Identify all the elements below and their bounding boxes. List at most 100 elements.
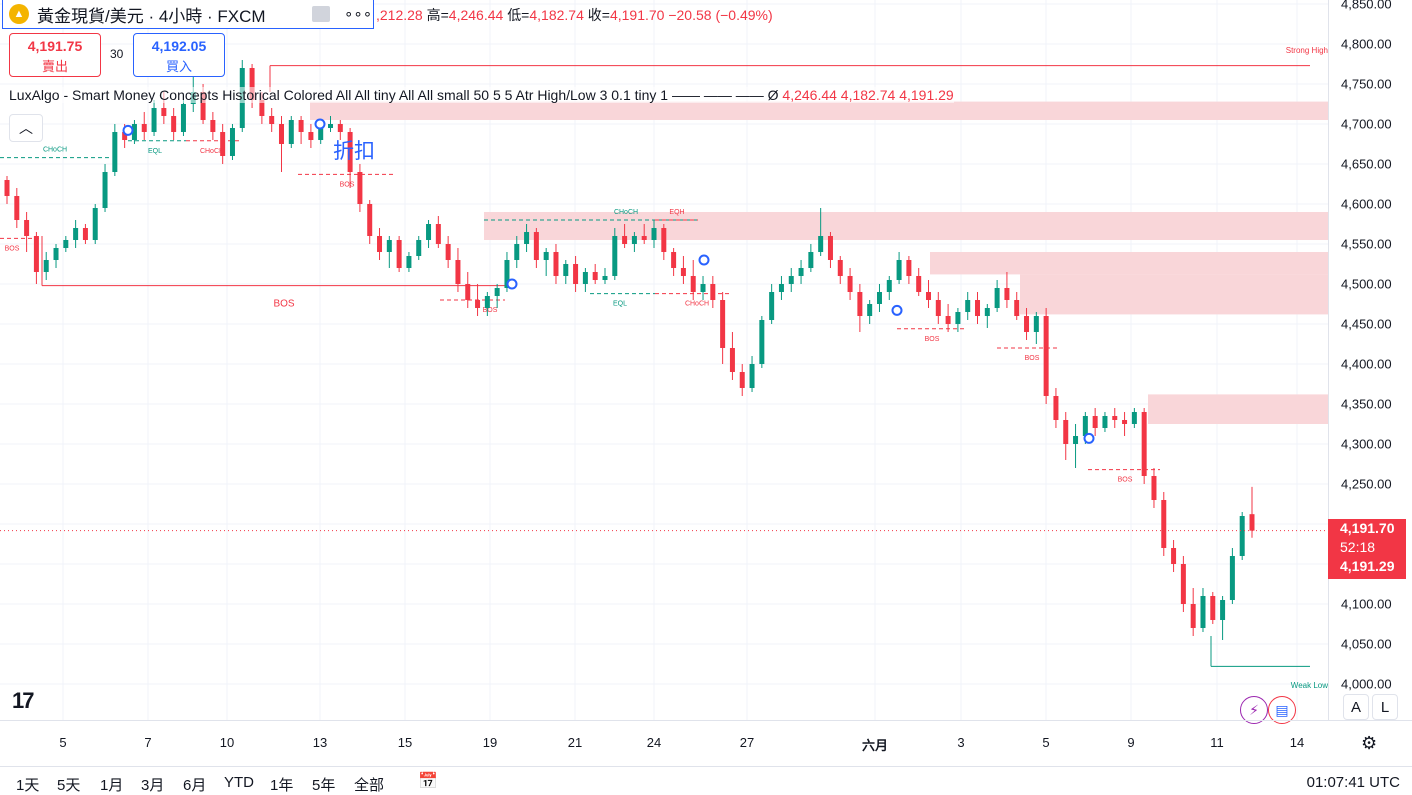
candle-body xyxy=(308,132,314,140)
structure-label: BOS xyxy=(925,336,940,343)
price-tick: 4,750.00 xyxy=(1341,76,1392,92)
swing-marker xyxy=(891,304,903,316)
candle-body xyxy=(1112,416,1118,420)
range-button[interactable]: 6月 xyxy=(183,777,207,794)
indicator-legend[interactable]: LuxAlgo - Smart Money Concepts Historica… xyxy=(9,87,954,103)
symbol-title[interactable]: 黃金現貨/美元 · 4小時 · FXCM xyxy=(37,6,266,26)
price-scale[interactable]: 4,850.00 4,800.00 4,750.00 4,700.00 4,650.00… xyxy=(1328,0,1412,720)
candle-body xyxy=(161,108,167,116)
candle-body xyxy=(533,232,539,260)
candle-body xyxy=(876,292,882,304)
range-button[interactable]: YTD xyxy=(224,774,254,791)
structure-label: BOS xyxy=(1118,477,1133,484)
range-button[interactable]: 全部 xyxy=(354,777,385,794)
candle-body xyxy=(729,348,735,372)
candle-body xyxy=(1082,416,1088,436)
candle-body xyxy=(377,236,383,252)
buy-button[interactable]: 4,192.05 買入 xyxy=(133,33,225,77)
candle-body xyxy=(426,224,432,240)
candle-body xyxy=(63,240,69,248)
lightning-icon[interactable]: ⚡ xyxy=(1240,696,1268,724)
candle-body xyxy=(141,124,147,132)
candle-body xyxy=(818,236,824,252)
close-label: 收= xyxy=(587,7,610,23)
candle-body xyxy=(151,108,157,132)
range-button[interactable]: 3月 xyxy=(141,777,165,794)
auto-scale-button[interactable]: A xyxy=(1343,694,1369,720)
time-tick: 21 xyxy=(567,735,583,750)
candle-body xyxy=(1229,556,1235,600)
candle-body xyxy=(857,292,863,316)
candle-body xyxy=(837,260,843,276)
structure-label: BOS xyxy=(5,245,20,252)
candle-body xyxy=(631,236,637,244)
candle-body xyxy=(14,196,20,220)
candle-body xyxy=(886,280,892,292)
range-button[interactable]: 1天 xyxy=(16,777,40,794)
time-tick: 9 xyxy=(1127,735,1135,750)
sell-button[interactable]: 4,191.75 賣出 xyxy=(9,33,101,77)
gear-icon[interactable]: ⚙ xyxy=(1361,733,1378,753)
weak-low-label: Weak Low xyxy=(1291,681,1328,690)
range-button[interactable]: 5天 xyxy=(57,777,81,794)
more-dots-icon[interactable]: ∘∘∘ xyxy=(344,6,373,23)
gold-coin-icon: ▲ xyxy=(9,4,29,24)
time-tick: 5 xyxy=(59,735,67,750)
candle-body xyxy=(1024,316,1030,332)
range-button[interactable]: 1年 xyxy=(270,777,294,794)
candle-body xyxy=(622,236,628,244)
candlestick-chart[interactable]: Strong High Weak Low BOS CHoCH BOS EQL CHoCH BO… xyxy=(0,0,1328,720)
tradingview-logo-icon[interactable]: 17 xyxy=(12,688,35,713)
candle-body xyxy=(1151,476,1157,500)
price-tick: 4,850.00 xyxy=(1341,0,1392,12)
time-scale[interactable]: 5 7 10 13 15 19 21 24 27 六月 3 5 9 11 14 xyxy=(0,720,1412,767)
price-tick: 4,550.00 xyxy=(1341,236,1392,252)
candle-body xyxy=(769,292,775,320)
candle-body xyxy=(1053,396,1059,420)
us-flag-icon[interactable]: ▤ xyxy=(1268,696,1296,724)
chart-area[interactable]: Strong High Weak Low BOS CHoCH BOS EQL CHoCH BO… xyxy=(0,0,1328,720)
candle-body xyxy=(788,276,794,284)
symbol-info[interactable]: ▲ 黃金現貨/美元 · 4小時 · FXCM ∘∘∘ xyxy=(2,0,374,29)
candle-body xyxy=(386,240,392,252)
sell-price: 4,191.75 xyxy=(27,38,83,54)
candle-body xyxy=(494,288,500,296)
candle-body xyxy=(180,104,186,132)
candle-body xyxy=(661,228,667,252)
candle-body xyxy=(720,300,726,348)
candle-body xyxy=(24,220,30,236)
price-tick: 4,800.00 xyxy=(1341,36,1392,52)
calendar-icon[interactable]: 📅 xyxy=(418,773,438,790)
candle-body xyxy=(504,260,510,288)
candle-body xyxy=(445,244,451,260)
time-tick: 3 xyxy=(957,735,965,750)
time-tick: 15 xyxy=(397,735,413,750)
structure-label: CHoCH xyxy=(685,301,709,308)
structure-label: EQL xyxy=(613,301,627,308)
time-tick: 5 xyxy=(1042,735,1050,750)
candle-body xyxy=(671,252,677,268)
log-scale-button[interactable]: L xyxy=(1372,694,1398,720)
candle-body xyxy=(102,172,108,208)
candle-body xyxy=(651,228,657,240)
structure-label: CHoCH xyxy=(43,147,67,154)
candle-body xyxy=(1092,416,1098,428)
time-tick: 24 xyxy=(646,735,662,750)
structure-label: EQH xyxy=(669,209,684,216)
utc-clock[interactable]: 01:07:41 UTC xyxy=(1306,774,1400,791)
swing-marker xyxy=(698,254,710,266)
candle-body xyxy=(396,240,402,268)
time-tick: 7 xyxy=(144,735,152,750)
candle-body xyxy=(808,252,814,268)
collapse-legend-button[interactable]: ︿ xyxy=(9,114,43,142)
candle-body xyxy=(1190,604,1196,628)
candle-body xyxy=(553,252,559,276)
range-button[interactable]: 5年 xyxy=(312,777,336,794)
candle-body xyxy=(1014,300,1020,316)
candle-body xyxy=(827,236,833,260)
flag-icon[interactable] xyxy=(312,6,330,22)
candle-body xyxy=(259,100,265,116)
indicator-name[interactable]: LuxAlgo - Smart Money Concepts Historica… xyxy=(9,87,764,103)
structure-label: BOS xyxy=(1025,355,1040,362)
range-button[interactable]: 1月 xyxy=(100,777,124,794)
